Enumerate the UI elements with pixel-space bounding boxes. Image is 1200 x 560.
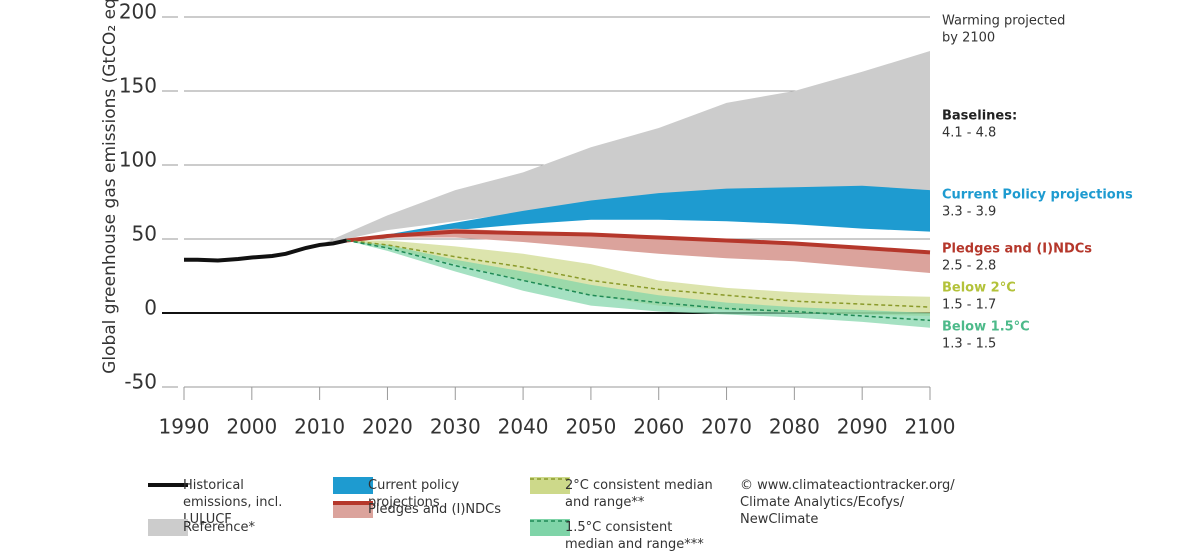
annotation-title: Baselines:: [942, 109, 1017, 124]
annotation-range: 4.1 - 4.8: [942, 126, 996, 141]
legend-label: Reference*: [183, 520, 255, 535]
annotation-title: Pledges and (I)NDCs: [942, 242, 1092, 257]
x-tick-label: 2090: [837, 415, 888, 439]
x-tick-label: 2020: [362, 415, 413, 439]
legend-swatch: [530, 477, 570, 494]
x-tick-label: 2050: [565, 415, 616, 439]
swatch-fill: [148, 519, 188, 536]
y-tick-label: 50: [132, 222, 157, 246]
annotation-title: Below 1.5°C: [942, 320, 1030, 335]
range-band: [346, 240, 930, 316]
swatch-fill: [530, 519, 570, 536]
legend-swatch: [333, 477, 373, 494]
x-tick-label: 2040: [498, 415, 549, 439]
credit: NewClimate: [740, 512, 819, 527]
series-line: [346, 239, 931, 308]
y-tick-label: 200: [119, 0, 157, 24]
annotation-range: 3.3 - 3.9: [942, 205, 996, 220]
range-band: [319, 51, 930, 245]
annotation-heading: Warming projected: [942, 14, 1065, 29]
annotation-range: 1.5 - 1.7: [942, 298, 996, 313]
annotation-title: Below 2°C: [942, 281, 1016, 296]
x-tick-label: 1990: [159, 415, 210, 439]
range-band: [346, 185, 930, 241]
swatch-fill: [333, 503, 373, 518]
legend-label: Current policy projections: [368, 478, 460, 510]
credit: Climate Analytics/Ecofys/: [740, 495, 905, 510]
x-tick-label: 2060: [633, 415, 684, 439]
x-tick-label: 2080: [769, 415, 820, 439]
legend-swatch: [148, 483, 188, 487]
series-line: [184, 238, 348, 263]
x-tick-label: 2100: [905, 415, 956, 439]
x-tick-label: 2030: [430, 415, 481, 439]
y-tick-label: 100: [119, 148, 157, 172]
legend-label: 1.5°C consistent median and range***: [565, 520, 704, 552]
x-tick-label: 2000: [226, 415, 277, 439]
y-tick-label: 0: [144, 296, 157, 320]
legend-label: Pledges and (I)NDCs: [368, 502, 502, 517]
legend-swatch: [530, 519, 570, 536]
legend-swatch: [333, 501, 373, 518]
legend-label: 2°C consistent median and range**: [565, 478, 713, 510]
y-tick-label: 150: [119, 74, 157, 98]
series-line: [346, 229, 931, 255]
annotation-heading: by 2100: [942, 31, 995, 46]
annotation-title: Current Policy projections: [942, 188, 1133, 203]
credit: © www.climateactiontracker.org/: [740, 478, 955, 493]
range-band: [346, 240, 930, 328]
x-tick-label: 2010: [294, 415, 345, 439]
annotation-range: 2.5 - 2.8: [942, 259, 996, 274]
swatch-fill: [530, 477, 570, 494]
annotation-range: 1.3 - 1.5: [942, 337, 996, 352]
y-tick-label: -50: [124, 370, 157, 394]
range-band: [346, 228, 930, 274]
y-axis-title: Global greenhouse gas emissions (GtCO₂ e…: [100, 0, 120, 374]
swatch-fill: [333, 477, 373, 494]
x-tick-label: 2070: [701, 415, 752, 439]
legend-swatch: [148, 519, 188, 536]
legend-label: Historical emissions, incl. LULUCF: [183, 478, 283, 527]
